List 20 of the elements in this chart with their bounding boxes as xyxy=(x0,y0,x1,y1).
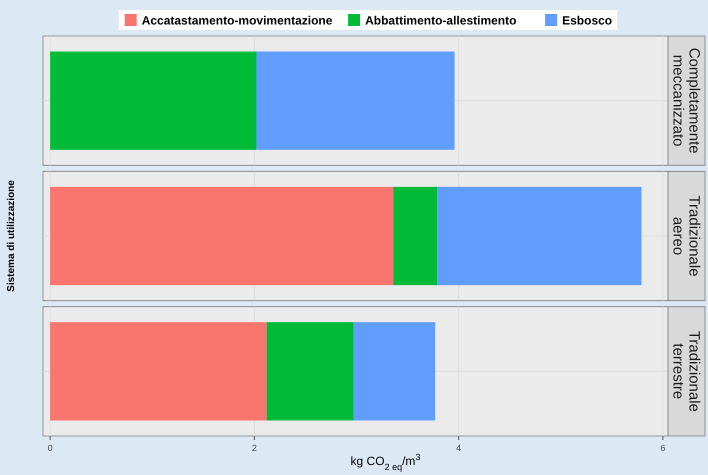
x-tick-label: 0 xyxy=(48,443,53,453)
bar xyxy=(393,186,438,286)
x-tick-label: 2 xyxy=(252,443,257,453)
y-axis-title: Sistema di utilizzazione xyxy=(6,180,17,292)
legend-label: Accatastamento-movimentazione xyxy=(142,14,333,28)
y-tick-label: Tradizionale aereo xyxy=(670,195,702,277)
bar xyxy=(50,322,267,420)
bar xyxy=(266,322,354,420)
legend-label: Esbosco xyxy=(562,14,612,28)
bar xyxy=(256,52,455,150)
bar xyxy=(50,52,256,150)
x-tick-label: 6 xyxy=(660,443,666,453)
x-tick-label: 4 xyxy=(456,443,462,453)
x-axis-title: kg CO$_{2 eq}$/m$^{3}$ xyxy=(350,452,420,472)
bar xyxy=(353,322,436,420)
y-tick-label: Tradizionale terrestre xyxy=(670,330,702,412)
legend-label: Abbattimento-allestimento xyxy=(365,14,516,28)
y-tick-label: Completamente meccanizzato xyxy=(670,48,702,154)
bar xyxy=(50,186,394,286)
bar xyxy=(437,186,642,286)
